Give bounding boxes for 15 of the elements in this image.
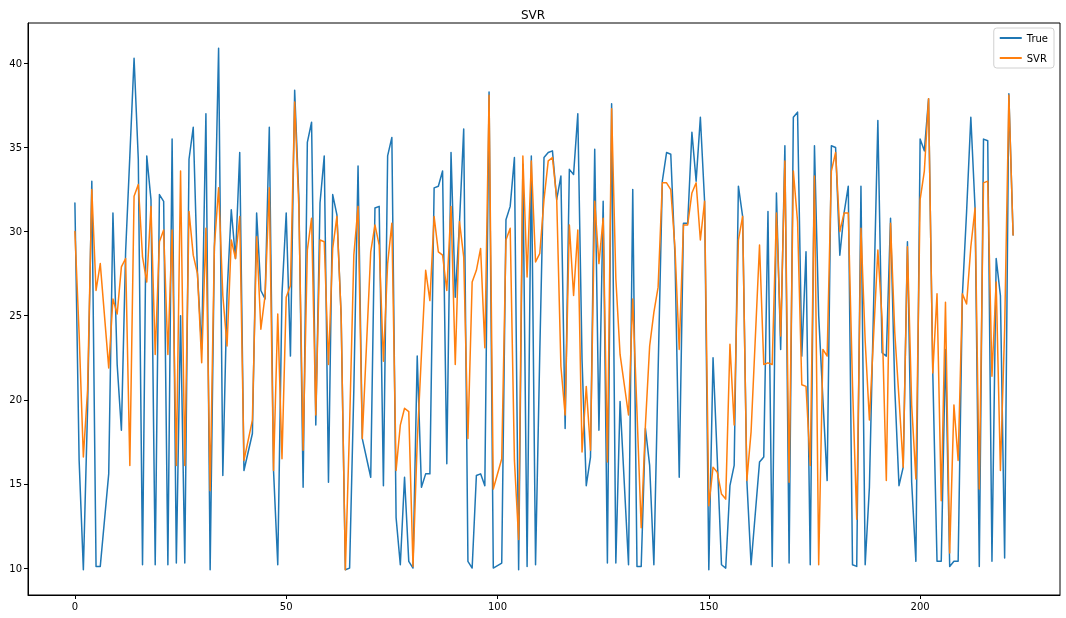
legend-label: True	[1025, 32, 1049, 44]
y-tick-label: 10	[9, 562, 22, 574]
x-tick-label: 200	[910, 600, 930, 612]
y-tick-label: 40	[9, 57, 22, 69]
x-tick-label: 150	[699, 600, 719, 612]
y-tick-label: 15	[9, 478, 22, 490]
y-tick-label: 20	[9, 394, 22, 406]
x-tick-label: 100	[487, 600, 508, 612]
x-tick-label: 0	[71, 600, 79, 612]
y-tick-label: 30	[9, 226, 22, 238]
y-tick-label: 35	[9, 141, 22, 153]
x-tick-label: 50	[279, 600, 293, 612]
y-tick-label: 25	[9, 310, 22, 322]
chart-title: SVR	[520, 8, 546, 22]
legend-label: SVR	[1026, 52, 1047, 64]
